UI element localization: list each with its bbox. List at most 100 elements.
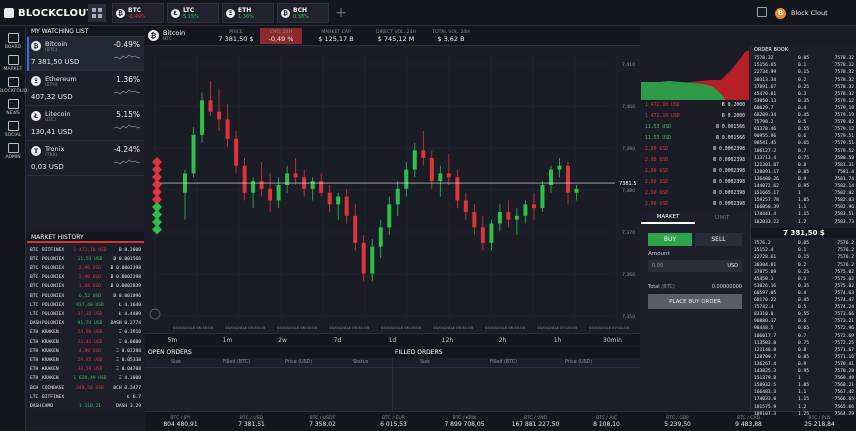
book-size: 0.05	[798, 241, 810, 247]
timeframe-1m[interactable]: 1m	[222, 336, 233, 344]
coin-icon: Ξ	[226, 8, 235, 18]
book-total: 83310.0	[754, 312, 774, 318]
ticker-btc[interactable]: ₿ BTC -0.49%	[112, 3, 164, 23]
history-amount: Ł 6.7	[127, 394, 141, 400]
history-exchange: COINBASE	[42, 385, 65, 391]
book-total: 151665.17	[754, 191, 779, 197]
book-size: 1.2	[798, 404, 807, 410]
bid-price: 2,90 USD	[645, 147, 669, 152]
amount-field[interactable]: 0.00 USD	[648, 260, 742, 272]
user-menu[interactable]: B Block Clout	[775, 6, 828, 20]
history-row: BTC POLONIEX 2,90 USD Ƀ 0.0002398	[27, 273, 144, 283]
order-book-row: 136267.4 0.9 7570.41	[751, 361, 856, 369]
timeframe-30min[interactable]: 30min	[603, 336, 622, 344]
timeframe-1d[interactable]: 1d	[388, 336, 397, 344]
header-label: MARKET CAP	[321, 29, 351, 35]
history-row: BTC BITFINEX 1 472,10 USD Ƀ 0.2000	[27, 245, 144, 255]
book-price: 7582.14	[834, 184, 854, 190]
candle	[361, 242, 366, 274]
tab-market[interactable]: MARKET	[641, 212, 695, 224]
history-amount: Ξ 0.3910	[118, 330, 141, 336]
book-price: 7582.83	[834, 198, 854, 204]
book-price: 7574.47	[834, 298, 854, 304]
header-label: PRICE	[229, 29, 243, 35]
ticker-bch[interactable]: ₿ BCH 0.38%	[277, 3, 329, 23]
history-price: 37,32 USD	[77, 311, 103, 317]
watch-item-ethereum[interactable]: Ξ Ethereum (ETH) 407,32 USD 1.36%	[27, 72, 144, 106]
candle	[480, 227, 485, 243]
sidebar-item-board[interactable]: BOARD	[0, 30, 26, 52]
sidebar-item-social[interactable]: SOCIAL	[0, 118, 26, 140]
watch-item-litecoin[interactable]: Ł Litecoin (LTC) 130,41 USD 5.15%	[27, 107, 144, 141]
book-price: 7582.96	[834, 205, 854, 211]
candlestick-chart[interactable]: 7,410 7,400 7,390 7,380 7,370 7,360 7,350 7381.…	[145, 46, 640, 333]
grid-menu-button[interactable]	[88, 4, 106, 22]
ticker-change: -0.49%	[128, 13, 146, 20]
watch-item-price: 407,32 USD	[31, 93, 73, 101]
add-ticker-button[interactable]: +	[335, 5, 347, 21]
sidebar-item-news[interactable]: NEWS	[0, 96, 26, 118]
total-value: 0.00000000	[711, 284, 742, 290]
sidebar-item-market[interactable]: MARKET	[0, 52, 26, 74]
book-price: 7579.19	[834, 113, 854, 119]
book-total: 7576.2	[754, 241, 771, 247]
bid-price: 2,90 USD	[645, 169, 669, 174]
place-buy-order-button[interactable]: PLACE BUY ORDER	[648, 294, 742, 309]
timeframe-12h[interactable]: 12h	[441, 336, 454, 344]
watch-item-price: 0,03 USD	[31, 163, 64, 171]
buy-button[interactable]: BUY	[648, 233, 692, 246]
sidebar-item-admin[interactable]: ADMIN	[0, 140, 26, 162]
watch-item-tronix[interactable]: T Tronix (TRX) 0,03 USD -4.24%	[27, 142, 144, 176]
book-total: 128891.17	[754, 169, 779, 175]
watch-item-bitcoin[interactable]: ₿ Bitcoin (BTC) 7 381,50 USD -0.49%	[27, 37, 144, 71]
ticker-ltc[interactable]: Ł LTC 5.15%	[167, 3, 219, 23]
sell-button[interactable]: SELL	[695, 233, 742, 246]
order-book-row: 159257.78 1.05 7582.83	[751, 197, 856, 205]
book-total: 15152.4	[754, 248, 774, 254]
timeframe-2w[interactable]: 2w	[278, 336, 287, 344]
ticker-eth[interactable]: Ξ ETH 1.36%	[222, 3, 274, 23]
header-value: $ 745,12 M	[377, 34, 415, 43]
history-coin: ETH	[30, 330, 39, 336]
sidebar-item-blockfolio[interactable]: BLOCKFOLIO	[0, 74, 27, 96]
book-total: 45470.01	[754, 91, 777, 97]
col-filled-size: Size	[420, 360, 430, 365]
candle	[353, 215, 358, 243]
ticker-value: 804 480,91	[163, 421, 198, 428]
order-book-row: 22734.99 0.15 7578.32	[751, 69, 856, 77]
book-size: 0.25	[798, 84, 810, 90]
history-price: 24,90 USD	[77, 330, 103, 336]
price-chart[interactable]: 7,410 7,400 7,390 7,380 7,370 7,360 7,350 7381.…	[145, 46, 640, 333]
book-size: 1.05	[798, 198, 810, 204]
candle	[395, 188, 400, 205]
book-size: 0.9	[798, 361, 807, 367]
history-price: 11,53 USD	[77, 256, 103, 262]
book-total: 143825.3	[754, 369, 777, 375]
timeframe-7d[interactable]: 7d	[333, 336, 342, 344]
timeframe-2h[interactable]: 2h	[498, 336, 507, 344]
brand-logo[interactable]: BLOCKCLOUT	[4, 6, 94, 20]
book-size: 1.25	[798, 411, 810, 417]
bitcoin-icon: ₿	[148, 30, 159, 41]
messages-icon[interactable]	[757, 7, 767, 17]
candle	[412, 150, 417, 170]
timeframe-1h[interactable]: 1h	[553, 336, 562, 344]
history-amount: Ł 4.4489	[118, 311, 141, 317]
order-book-row: 15156.65 0.1 7578.32	[751, 62, 856, 70]
book-total: 113713.4	[754, 155, 777, 161]
timeframe-5m[interactable]: 5m	[167, 336, 178, 344]
total-unit: (BTC)	[661, 284, 675, 290]
watch-item-symbol: (TRX)	[45, 153, 58, 158]
order-book-row: 30313.34 0.2 7578.32	[751, 76, 856, 84]
bid-row: 11,53 USD Ƀ 0.001566	[641, 122, 749, 133]
y-tick-label: 7,380	[622, 188, 635, 194]
header-chg-24h: CHG. 24H -0,49 %	[260, 28, 302, 44]
history-coin: LTC	[30, 302, 39, 308]
ticker-pair: BTC / VND	[523, 416, 548, 421]
header-direct-vol-24h: DIRECT VOL. 24H $ 745,12 M	[370, 28, 422, 44]
book-size: 0.3	[798, 91, 807, 97]
ticker-pair: BTC / CAD	[736, 416, 761, 421]
tab-limit[interactable]: LIMIT	[714, 215, 730, 221]
book-size: 0.75	[798, 340, 810, 346]
col-filled-price: Price (USD)	[565, 360, 593, 365]
